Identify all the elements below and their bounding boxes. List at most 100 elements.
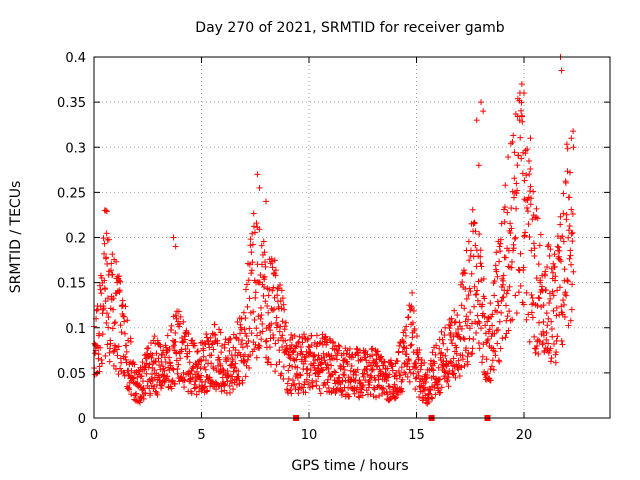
data-point xyxy=(396,342,403,349)
data-point xyxy=(303,366,310,373)
data-point xyxy=(249,259,256,266)
x-tick-label: 10 xyxy=(301,428,318,443)
data-point xyxy=(325,384,332,391)
data-point xyxy=(256,343,263,350)
data-point xyxy=(213,386,220,393)
data-point xyxy=(244,303,251,310)
data-point xyxy=(169,377,176,384)
data-point xyxy=(157,343,164,350)
data-point xyxy=(368,374,375,381)
data-point xyxy=(540,328,547,335)
data-point xyxy=(386,396,393,403)
data-point xyxy=(365,384,372,391)
data-point xyxy=(113,346,120,353)
data-point xyxy=(535,350,542,357)
data-point xyxy=(342,377,349,384)
data-point xyxy=(510,245,517,252)
data-point xyxy=(273,361,280,368)
data-point xyxy=(527,201,534,208)
data-point xyxy=(505,154,512,161)
data-point xyxy=(428,394,435,401)
data-point xyxy=(139,386,146,393)
data-point xyxy=(336,343,343,350)
data-point xyxy=(299,384,306,391)
data-point xyxy=(238,315,245,322)
data-point xyxy=(360,373,367,380)
data-point xyxy=(122,353,129,360)
data-point xyxy=(201,364,208,371)
data-point xyxy=(403,323,410,330)
data-point xyxy=(335,347,342,354)
data-point xyxy=(439,352,446,359)
data-point xyxy=(304,335,311,342)
data-point xyxy=(143,360,150,367)
data-point xyxy=(515,152,522,159)
data-point xyxy=(531,253,538,260)
data-point xyxy=(394,358,401,365)
data-point xyxy=(275,285,282,292)
data-point xyxy=(513,190,520,197)
data-point xyxy=(501,218,508,225)
data-point xyxy=(380,385,387,392)
data-point xyxy=(305,343,312,350)
data-point xyxy=(476,231,483,238)
data-point xyxy=(546,299,553,306)
data-point xyxy=(316,340,323,347)
data-point xyxy=(290,348,297,355)
data-point xyxy=(386,371,393,378)
data-point xyxy=(180,339,187,346)
data-point xyxy=(514,187,521,194)
data-point xyxy=(229,380,236,387)
data-point xyxy=(208,341,215,348)
data-point xyxy=(310,360,317,367)
data-point xyxy=(474,297,481,304)
data-point xyxy=(407,342,414,349)
data-point xyxy=(552,273,559,280)
data-point xyxy=(194,348,201,355)
data-point xyxy=(247,352,254,359)
data-point xyxy=(544,243,551,250)
data-point xyxy=(559,341,566,348)
data-point xyxy=(383,377,390,384)
data-point xyxy=(536,242,543,249)
data-point xyxy=(464,361,471,368)
data-point xyxy=(559,233,566,240)
data-point xyxy=(271,257,278,264)
data-point xyxy=(307,367,314,374)
data-point xyxy=(262,259,269,266)
data-point xyxy=(478,277,485,284)
data-point xyxy=(568,306,575,313)
data-point xyxy=(497,345,504,352)
data-point xyxy=(467,309,474,316)
data-point xyxy=(181,333,188,340)
data-point xyxy=(210,331,217,338)
data-point xyxy=(203,331,210,338)
data-point xyxy=(536,338,543,345)
data-point xyxy=(124,317,131,324)
data-point xyxy=(471,303,478,310)
data-point xyxy=(254,171,261,178)
data-point xyxy=(239,379,246,386)
data-point xyxy=(253,220,260,227)
data-point xyxy=(496,358,503,365)
data-point xyxy=(481,313,488,320)
data-point xyxy=(307,349,314,356)
data-point xyxy=(266,344,273,351)
data-point xyxy=(243,333,250,340)
data-point xyxy=(411,325,418,332)
data-point xyxy=(479,359,486,366)
data-point xyxy=(473,291,480,298)
data-point xyxy=(466,257,473,264)
data-point xyxy=(404,314,411,321)
data-point xyxy=(297,372,304,379)
data-point xyxy=(195,361,202,368)
data-point xyxy=(293,356,300,363)
data-point xyxy=(422,384,429,391)
data-point xyxy=(292,386,299,393)
data-point xyxy=(116,287,123,294)
data-point xyxy=(471,219,478,226)
data-point xyxy=(348,363,355,370)
data-point xyxy=(270,284,277,291)
data-point xyxy=(530,240,537,247)
data-point xyxy=(416,346,423,353)
